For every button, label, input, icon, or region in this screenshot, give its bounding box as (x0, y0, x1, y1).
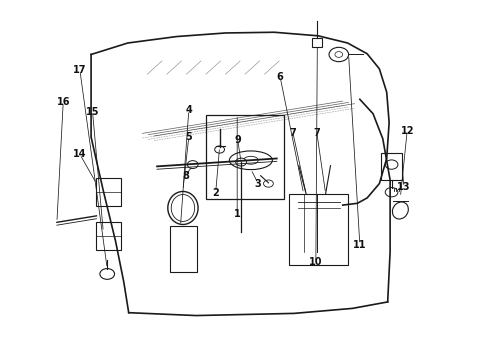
Text: 5: 5 (185, 132, 192, 142)
Text: 4: 4 (185, 105, 192, 115)
Circle shape (215, 146, 224, 153)
Ellipse shape (168, 192, 198, 225)
Bar (206, 115, 284, 199)
Text: 9: 9 (234, 135, 241, 145)
Text: 12: 12 (400, 126, 414, 135)
Text: 14: 14 (73, 149, 87, 159)
Circle shape (385, 160, 398, 169)
Text: 6: 6 (277, 72, 284, 82)
Text: 11: 11 (353, 239, 367, 249)
Bar (97, 178, 121, 206)
Text: 13: 13 (397, 182, 411, 192)
Bar (381, 153, 402, 180)
Text: 17: 17 (73, 65, 87, 75)
Text: 10: 10 (309, 257, 322, 267)
Text: 7: 7 (314, 128, 320, 138)
Circle shape (335, 51, 343, 57)
Circle shape (187, 161, 198, 168)
Circle shape (100, 269, 115, 279)
Ellipse shape (392, 202, 408, 219)
Text: 15: 15 (86, 107, 99, 117)
Bar (289, 194, 347, 265)
Bar (170, 226, 197, 272)
Bar (313, 38, 322, 47)
Bar (97, 222, 121, 250)
Text: 7: 7 (290, 128, 296, 138)
Text: 2: 2 (212, 188, 219, 198)
Circle shape (236, 158, 246, 166)
Text: 1: 1 (234, 210, 241, 220)
Ellipse shape (244, 156, 258, 164)
Text: 8: 8 (182, 171, 189, 181)
Circle shape (264, 180, 273, 187)
Text: 16: 16 (56, 97, 70, 107)
Circle shape (385, 188, 398, 197)
Circle shape (329, 47, 348, 62)
Text: 3: 3 (255, 179, 262, 189)
